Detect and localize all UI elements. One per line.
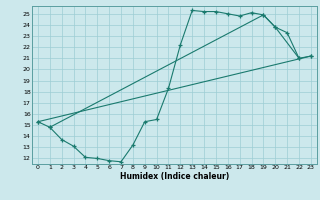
X-axis label: Humidex (Indice chaleur): Humidex (Indice chaleur) — [120, 172, 229, 181]
